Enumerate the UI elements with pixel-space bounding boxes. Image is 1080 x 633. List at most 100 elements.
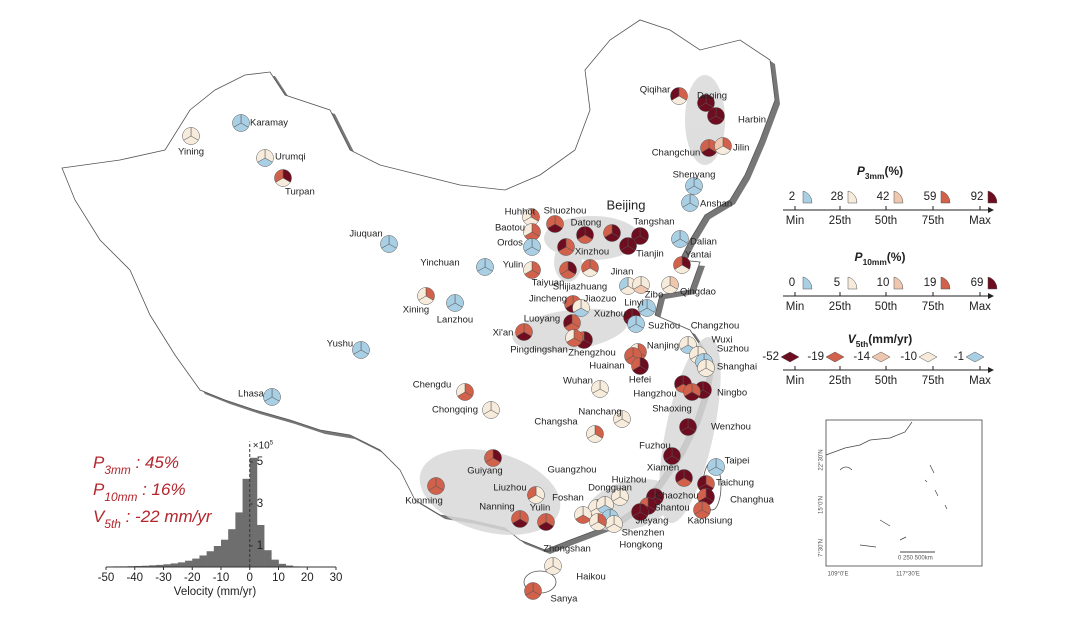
- city-pie: [574, 506, 592, 524]
- city-label: Tianjin: [636, 249, 664, 260]
- city-label: Hongkong: [619, 540, 662, 551]
- legend-value: 69: [971, 277, 984, 289]
- histogram-bar: [256, 525, 265, 567]
- symbol: P: [855, 250, 864, 264]
- pie-wedge: [537, 513, 547, 527]
- legend-tick-label: Min: [786, 301, 805, 313]
- city-label: Jiaozuo: [584, 294, 617, 305]
- histogram-bar: [163, 564, 171, 567]
- legend-swatch: [893, 276, 904, 290]
- legend-value: -52: [762, 351, 779, 363]
- legend-tick-label: Min: [786, 375, 805, 387]
- city-pie: [638, 299, 656, 317]
- city-pie: [522, 208, 540, 226]
- city-label: Luoyang: [524, 314, 560, 325]
- city-label: Guiyang: [467, 466, 502, 477]
- pie-wedge: [700, 139, 710, 153]
- pie-wedge: [446, 294, 456, 308]
- pie-wedge: [631, 357, 641, 371]
- city-pie: [611, 488, 629, 506]
- city-pie: [523, 238, 541, 256]
- city-pie: [605, 515, 623, 533]
- city-pie: [596, 496, 614, 514]
- city-pie: [559, 261, 577, 279]
- legend-value: 0: [789, 277, 795, 289]
- legend-value: -1: [954, 351, 964, 363]
- x-tick-label: -40: [126, 572, 143, 584]
- city-label: Changsha: [534, 417, 578, 428]
- pie-wedge: [697, 488, 707, 502]
- pie-wedge: [565, 329, 575, 343]
- city-pie: [670, 87, 688, 105]
- city-label: Chaozhou: [655, 491, 698, 502]
- city-label: Tangshan: [633, 217, 674, 228]
- city-label: Xi'an: [493, 328, 514, 339]
- legend-swatch: [965, 351, 985, 363]
- city-pie: [673, 256, 691, 274]
- inset-frame: [825, 419, 983, 567]
- city-label: Taichung: [716, 478, 754, 489]
- city-label: Ningbo: [717, 388, 747, 399]
- legend-arrow: [988, 293, 994, 299]
- city-pie: [527, 486, 545, 504]
- city-label: Chongqing: [432, 405, 478, 416]
- city-pie: [572, 299, 590, 317]
- city-pie: [591, 380, 609, 398]
- symbol: P: [93, 480, 105, 499]
- legend-tick-label: Max: [969, 301, 991, 313]
- city-pie: [613, 410, 631, 428]
- subscript: 10mm: [863, 257, 887, 267]
- pie-wedge: [256, 149, 266, 163]
- subscript: 3mm: [104, 463, 131, 477]
- pie-wedge: [679, 336, 689, 350]
- y-scale-base: ×10: [253, 440, 270, 451]
- city-label: Yushu: [327, 339, 353, 350]
- x-axis-label: Velocity (mm/yr): [174, 586, 257, 598]
- legend-tick-label: 75th: [922, 215, 944, 227]
- city-label: Suzhou: [648, 321, 680, 332]
- city-label: Taiyuan: [532, 278, 565, 289]
- symbol: P: [93, 453, 105, 472]
- y-tick-label: 1: [257, 540, 263, 552]
- city-label: Lanzhou: [437, 315, 473, 326]
- pie-wedge: [527, 486, 537, 500]
- pie-wedge: [182, 127, 192, 141]
- city-label: Sanya: [551, 594, 579, 605]
- legend-swatch: [893, 190, 904, 204]
- legend-tick-label: Max: [969, 215, 991, 227]
- legend-tick-label: Max: [969, 375, 991, 387]
- legend-value: 59: [924, 191, 937, 203]
- city-label: Shantou: [654, 503, 689, 514]
- y-tick-label: 5: [257, 456, 263, 468]
- city-label: Shaoxing: [652, 404, 692, 415]
- city-label: Nanning: [479, 502, 514, 513]
- lat-label: 22°30'N: [819, 449, 825, 470]
- histogram-bar: [206, 551, 215, 567]
- city-pie: [544, 557, 562, 575]
- pie-wedge: [456, 383, 466, 397]
- pie-wedge: [714, 137, 724, 151]
- pie-wedge: [697, 94, 707, 108]
- city-label: Qingdao: [680, 287, 716, 298]
- pie-wedge: [574, 506, 584, 520]
- city-pie: [631, 503, 649, 521]
- city-label: Nanchang: [578, 407, 621, 418]
- histogram-bar: [242, 478, 251, 567]
- symbol: V: [93, 507, 106, 526]
- pie-wedge: [557, 238, 567, 252]
- city-label: Shenzhen: [622, 528, 665, 539]
- pie-wedge: [707, 107, 717, 121]
- x-tick-label: -20: [184, 572, 201, 584]
- pie-wedge: [581, 259, 591, 273]
- city-label: Yulin: [530, 503, 551, 514]
- stat-text: V5th : -22 mm/yr: [93, 507, 213, 531]
- pie-wedge: [591, 380, 601, 394]
- city-pie: [697, 94, 715, 112]
- legend-swatch: [940, 276, 951, 290]
- city-label: Hangzhou: [633, 389, 676, 400]
- histogram-bar: [185, 560, 193, 567]
- legend-value: 19: [924, 277, 937, 289]
- city-label: Jilin: [733, 143, 749, 154]
